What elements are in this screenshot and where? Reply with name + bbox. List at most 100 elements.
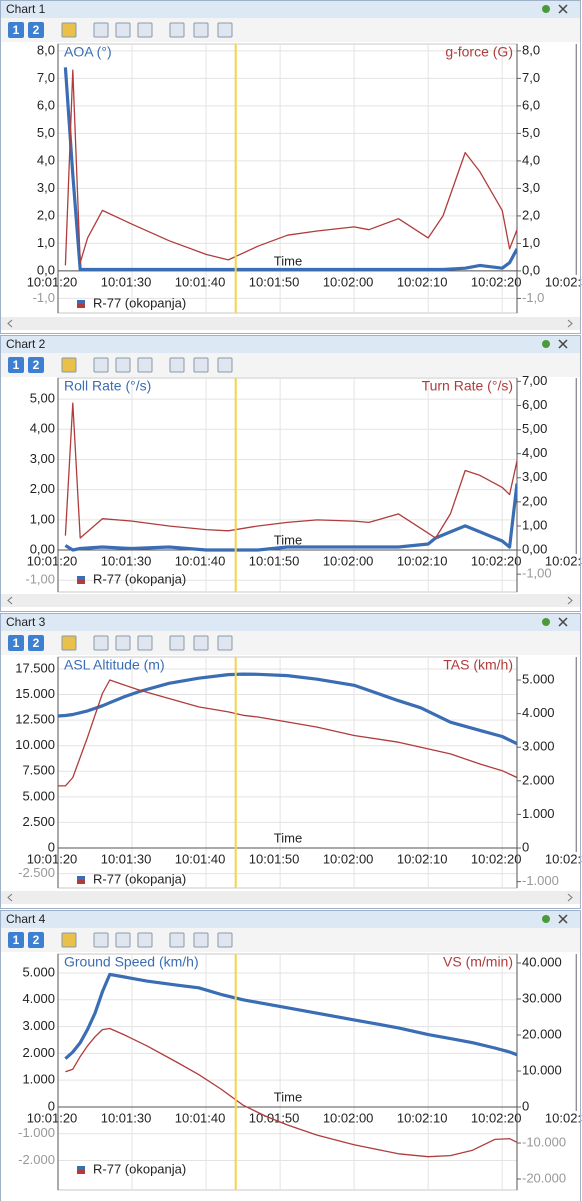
toolbar-icon[interactable] [137, 22, 153, 38]
toolbar-icon[interactable] [169, 932, 185, 948]
x-tick-label: 10:02:20 [471, 553, 522, 568]
y-tick-label: 0,0 [37, 262, 55, 277]
window-title: Chart 2 [6, 337, 46, 351]
close-button[interactable] [558, 914, 568, 924]
toolbar-icon[interactable] [217, 22, 233, 38]
y2-tick-label: 20.000 [522, 1026, 562, 1041]
scroll-left[interactable] [7, 893, 13, 902]
toolbar-icon[interactable] [115, 22, 131, 38]
toolbar-button-label[interactable]: 1 [13, 636, 20, 650]
y2-tick-label: 1,0 [522, 235, 540, 250]
y-tick-label: 15.000 [15, 686, 55, 701]
y-tick-label: 0 [48, 839, 55, 854]
toolbar-button[interactable] [8, 357, 24, 373]
x-tick-label: 10:01:20 [27, 274, 78, 289]
y-tick-label: 5.000 [22, 964, 55, 979]
y-tick-label: 1.000 [22, 1072, 55, 1087]
toolbar-icon[interactable] [61, 635, 77, 651]
toolbar-icon[interactable] [137, 635, 153, 651]
y2-tick-label: 0,0 [522, 262, 540, 277]
x-tick-label: 10:01:30 [101, 274, 152, 289]
toolbar-icon[interactable] [61, 22, 77, 38]
legend-marker [77, 304, 85, 308]
toolbar [1, 928, 580, 952]
toolbar-button[interactable] [8, 22, 24, 38]
toolbar-icon[interactable] [193, 635, 209, 651]
y2-tick-label: 3,0 [522, 180, 540, 195]
toolbar-icon[interactable] [169, 22, 185, 38]
toolbar-icon[interactable] [93, 22, 109, 38]
y-tick-label: 8,0 [37, 42, 55, 57]
toolbar [1, 353, 580, 377]
toolbar-icon[interactable] [115, 932, 131, 948]
scroll-right[interactable] [567, 893, 573, 902]
x-tick-label: 10:02:10 [397, 274, 448, 289]
scrollbar[interactable] [1, 891, 580, 904]
toolbar-icon[interactable] [61, 932, 77, 948]
y-tick-label: 7.500 [22, 763, 55, 778]
toolbar-icon[interactable] [137, 357, 153, 373]
y-tick-label: 2.000 [22, 1045, 55, 1060]
toolbar-button[interactable] [8, 635, 24, 651]
close-button[interactable] [558, 617, 568, 627]
toolbar-button[interactable] [28, 635, 44, 651]
pin-button[interactable] [542, 915, 550, 923]
toolbar-icon[interactable] [93, 357, 109, 373]
plot-area [57, 656, 518, 889]
scroll-left[interactable] [7, 319, 13, 328]
toolbar-button-label[interactable]: 2 [33, 23, 40, 37]
scroll-left[interactable] [7, 596, 13, 605]
toolbar-button-label[interactable]: 1 [13, 23, 20, 37]
toolbar-icon[interactable] [93, 635, 109, 651]
scroll-right[interactable] [567, 319, 573, 328]
x-tick-label: 10:02:00 [323, 274, 374, 289]
toolbar-icon[interactable] [217, 635, 233, 651]
toolbar-button[interactable] [28, 932, 44, 948]
x-tick-label: 10:02:30 [545, 1110, 582, 1125]
series-line [64, 69, 517, 266]
toolbar-icon[interactable] [169, 357, 185, 373]
toolbar-icon[interactable] [115, 357, 131, 373]
toolbar-button-label[interactable]: 1 [13, 933, 20, 947]
toolbar-icon[interactable] [169, 635, 185, 651]
y2-tick-label: 5.000 [522, 671, 555, 686]
x-tick-label: 10:01:40 [175, 553, 226, 568]
x-tick-label: 10:01:40 [175, 851, 226, 866]
pin-button[interactable] [542, 5, 550, 13]
scrollbar[interactable] [1, 317, 580, 330]
pin-button[interactable] [542, 340, 550, 348]
toolbar-button-label[interactable]: 1 [13, 358, 20, 372]
scroll-right[interactable] [567, 596, 573, 605]
y2-tick-label: 1,00 [522, 517, 547, 532]
toolbar-button[interactable] [8, 932, 24, 948]
y2-tick-label: 4,00 [522, 445, 547, 460]
toolbar-button-label[interactable]: 2 [33, 358, 40, 372]
toolbar-button[interactable] [28, 22, 44, 38]
close-button[interactable] [558, 339, 568, 349]
toolbar-icon[interactable] [193, 22, 209, 38]
title-bar [1, 1, 580, 18]
legend-marker [77, 1170, 85, 1174]
x-tick-label: 10:01:40 [175, 1110, 226, 1125]
toolbar-icon[interactable] [137, 932, 153, 948]
series-line [64, 972, 517, 1060]
toolbar-button[interactable] [28, 357, 44, 373]
toolbar-button-label[interactable]: 2 [33, 636, 40, 650]
toolbar-button-label[interactable]: 2 [33, 933, 40, 947]
toolbar-icon[interactable] [115, 635, 131, 651]
y-tick-label: 6,0 [37, 97, 55, 112]
toolbar-icon[interactable] [93, 932, 109, 948]
close-button[interactable] [558, 4, 568, 14]
toolbar-icon[interactable] [61, 357, 77, 373]
y-tick-label: 12.500 [15, 712, 55, 727]
toolbar-icon[interactable] [193, 932, 209, 948]
x-tick-label: 10:02:30 [545, 274, 582, 289]
y2-tick-label: 6,0 [522, 97, 540, 112]
toolbar-icon[interactable] [217, 357, 233, 373]
toolbar-icon[interactable] [193, 357, 209, 373]
pin-button[interactable] [542, 618, 550, 626]
scrollbar[interactable] [1, 594, 580, 607]
toolbar-icon[interactable] [217, 932, 233, 948]
y-tick-label: 17.500 [15, 660, 55, 675]
